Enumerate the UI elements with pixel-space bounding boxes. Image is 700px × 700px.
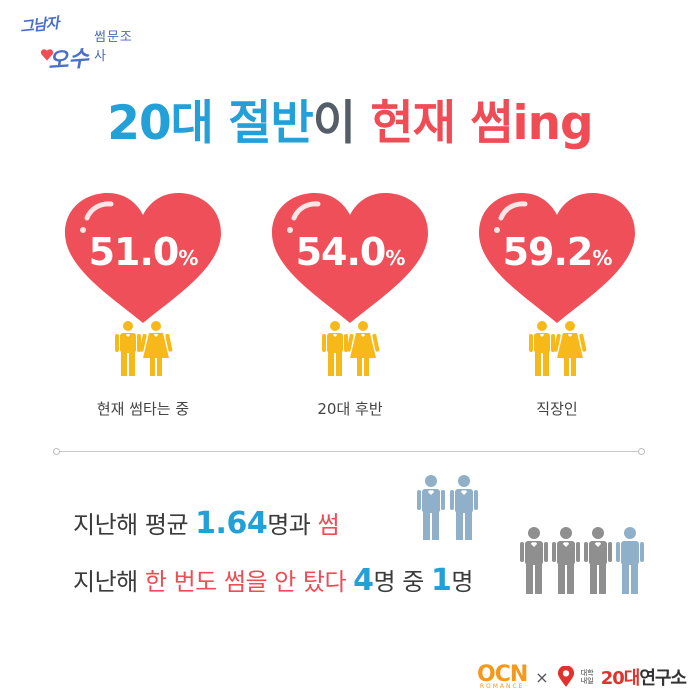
fact-line-average: 지난해 평균 1.64명과 썸 (73, 506, 340, 541)
couple-icon (322, 321, 380, 376)
logo-subtitle: 썸문조사 (94, 30, 133, 64)
logo-script-top: 그남자 (19, 14, 60, 36)
title-part-blue: 20대 절반 (107, 96, 313, 151)
collab-x: × (535, 667, 549, 687)
heart-icon (65, 193, 221, 323)
small-heart-icon (40, 49, 54, 61)
stat-card-3: 59.2% 직장인 (467, 188, 647, 428)
stat-label: 현재 썸타는 중 (96, 400, 190, 418)
footer-logos: OCN ROMANCE × 대학 내일 20대연구소 (477, 662, 687, 692)
location-pin-icon (557, 666, 574, 687)
stat-label: 20대 후반 (317, 400, 383, 418)
stat-card-2: 54.0% 20대 후반 (260, 188, 440, 428)
ocn-logo: OCN ROMANCE (477, 662, 528, 690)
divider-dot (53, 448, 60, 455)
stat-value: 51.0% (88, 230, 199, 274)
page-title: 20대 절반이 현재 썸ing (0, 84, 700, 153)
univ-tomorrow-text: 대학 내일 (580, 669, 594, 685)
stat-value: 59.2% (502, 230, 613, 274)
four-people-icon (520, 527, 644, 594)
stat-card-1: 51.0% 현재 썸타는 중 (53, 188, 233, 428)
stat-label: 직장인 (536, 400, 578, 418)
title-part-red: 현재 썸ing (370, 96, 593, 151)
section-divider (53, 448, 645, 455)
heart-icon (479, 193, 635, 323)
stat-value: 54.0% (295, 230, 406, 274)
divider-dot (638, 448, 645, 455)
two-people-icon (417, 475, 478, 540)
research-lab-logo: 20대연구소 (600, 668, 687, 689)
couple-icon (115, 321, 173, 376)
survey-logo: 그남자 오수 썸문조사 (18, 10, 138, 80)
title-part-gray: 이 (312, 96, 356, 151)
logo-script-bottom: 오수 (47, 45, 90, 75)
couple-icon (529, 321, 587, 376)
fact-line-never: 지난해 한 번도 썸을 안 탔다 4명 중 1명 (73, 563, 473, 598)
heart-icon (272, 193, 428, 323)
